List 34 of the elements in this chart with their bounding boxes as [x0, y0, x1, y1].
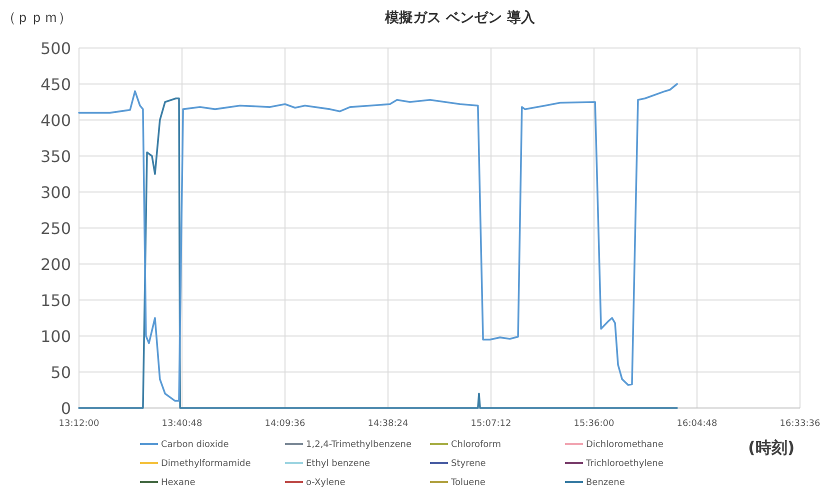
- y-tick-label: 200: [40, 255, 71, 274]
- x-tick-label: 14:09:36: [264, 419, 306, 429]
- chart-title: 模擬ガス ベンゼン 導入: [384, 9, 536, 26]
- y-tick-label: 350: [40, 147, 71, 166]
- x-tick-label: 16:04:48: [676, 419, 718, 429]
- y-axis-title: （ｐｐｍ）: [2, 10, 72, 26]
- legend-label: Carbon dioxide: [161, 440, 230, 450]
- legend-label: Benzene: [586, 478, 626, 488]
- x-tick-label: 16:33:36: [780, 419, 820, 429]
- y-tick-label: 300: [40, 183, 71, 202]
- legend-label: o-Xylene: [306, 478, 346, 488]
- x-tick-label: 15:07:12: [470, 419, 512, 429]
- y-tick-label: 50: [50, 363, 71, 382]
- legend-label: Hexane: [161, 478, 196, 488]
- y-tick-label: 150: [40, 291, 71, 310]
- legend-label: Dimethylformamide: [161, 459, 252, 469]
- x-tick-label: 13:12:00: [58, 419, 100, 429]
- legend-label: Trichloroethylene: [585, 459, 664, 469]
- legend-label: Chloroform: [451, 440, 501, 450]
- legend-label: Dichloromethane: [586, 440, 664, 450]
- legend-label: Styrene: [451, 459, 486, 469]
- y-tick-label: 0: [60, 399, 71, 418]
- x-tick-label: 13:40:48: [162, 419, 202, 429]
- x-tick-label: 15:36:00: [574, 419, 614, 429]
- legend-label: 1,2,4-Trimethylbenzene: [306, 440, 412, 450]
- x-tick-label: 14:38:24: [368, 419, 408, 429]
- y-tick-label: 450: [40, 75, 71, 94]
- x-axis-title: (時刻): [748, 438, 795, 457]
- legend-label: Toluene: [450, 478, 486, 488]
- y-tick-label: 100: [40, 327, 71, 346]
- y-tick-label: 250: [40, 219, 71, 238]
- legend-label: Ethyl benzene: [306, 459, 371, 469]
- y-tick-label: 400: [40, 111, 71, 130]
- y-tick-label: 500: [40, 39, 71, 58]
